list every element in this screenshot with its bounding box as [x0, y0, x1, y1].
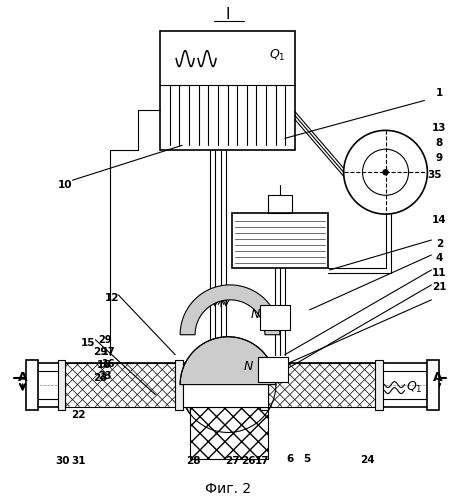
Bar [268, 195, 292, 213]
Text: 23: 23 [99, 370, 112, 380]
Bar [26, 360, 38, 410]
Text: 11: 11 [432, 268, 447, 278]
Bar [260, 360, 268, 410]
Text: 23: 23 [93, 372, 107, 382]
Text: 29: 29 [93, 346, 107, 356]
Bar [268, 362, 375, 406]
Text: 10: 10 [58, 180, 73, 190]
Text: 17: 17 [254, 456, 269, 466]
Text: 26: 26 [241, 456, 255, 466]
Bar [183, 362, 268, 406]
Bar [427, 360, 439, 410]
Text: 31: 31 [71, 456, 86, 466]
Text: A: A [18, 371, 28, 384]
Text: 16: 16 [97, 360, 112, 370]
Text: N: N [250, 308, 260, 322]
Text: 8: 8 [436, 138, 443, 148]
Text: 15: 15 [81, 338, 96, 347]
Text: I: I [226, 7, 230, 22]
Text: 9: 9 [436, 154, 443, 164]
Text: 35: 35 [427, 170, 442, 180]
Bar [260, 305, 290, 330]
Text: 24: 24 [361, 456, 375, 466]
Bar [232, 213, 328, 268]
Text: 12: 12 [105, 293, 119, 303]
Text: 14: 14 [432, 215, 447, 225]
Text: $Q_1$: $Q_1$ [269, 48, 285, 63]
Text: 22: 22 [71, 410, 86, 420]
Bar [190, 406, 268, 460]
Bar [258, 356, 288, 382]
Text: 13: 13 [432, 124, 447, 134]
Polygon shape [180, 384, 276, 432]
Text: 21: 21 [432, 282, 447, 292]
Circle shape [383, 170, 388, 174]
Text: 30: 30 [55, 456, 70, 466]
Text: 6: 6 [286, 454, 294, 464]
Polygon shape [180, 285, 280, 335]
Bar [375, 360, 383, 410]
Bar [160, 30, 295, 150]
Polygon shape [180, 336, 276, 384]
Text: 27: 27 [225, 456, 239, 466]
Text: 16: 16 [101, 358, 115, 368]
Text: 1: 1 [436, 88, 443, 99]
Bar [175, 360, 183, 410]
Text: 28: 28 [186, 456, 201, 466]
Text: Фиг. 2: Фиг. 2 [205, 482, 251, 496]
Text: 2: 2 [436, 239, 443, 249]
Text: N: N [243, 360, 253, 373]
Text: 4: 4 [436, 253, 443, 263]
Text: $Q_1$: $Q_1$ [406, 380, 423, 395]
Bar [65, 362, 175, 406]
Text: 17: 17 [101, 346, 115, 356]
Text: 29: 29 [99, 334, 112, 344]
Text: 5: 5 [303, 454, 310, 464]
Bar [58, 360, 65, 410]
Text: A: A [432, 371, 442, 384]
